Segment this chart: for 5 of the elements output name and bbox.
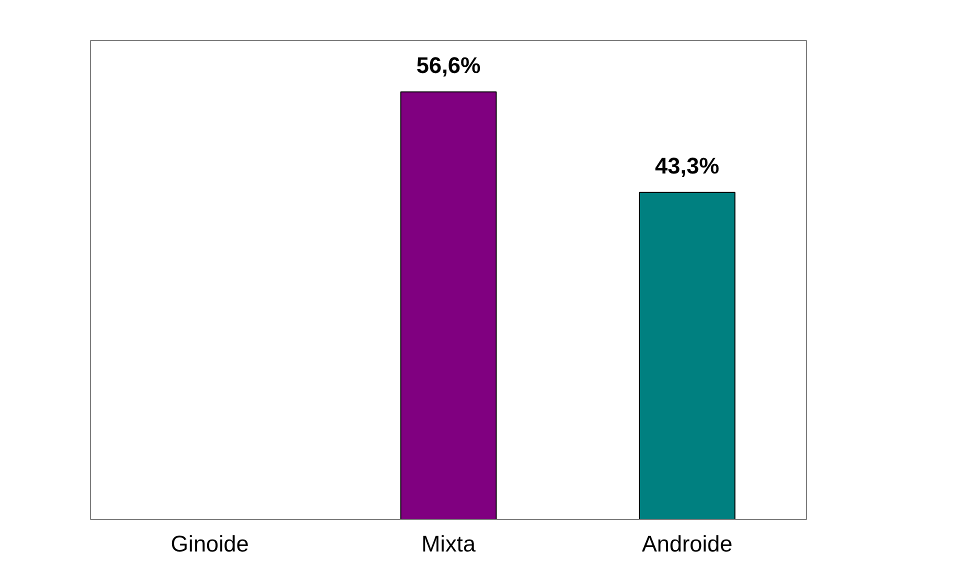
x-tick-label: Ginoide — [170, 530, 249, 556]
data-label: 56,6% — [416, 52, 481, 78]
data-label: 43,3% — [655, 152, 720, 178]
x-tick-label: Mixta — [421, 530, 476, 556]
x-tick-label: Androide — [642, 530, 733, 556]
